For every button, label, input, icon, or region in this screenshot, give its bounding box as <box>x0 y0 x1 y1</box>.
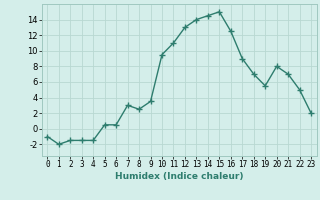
X-axis label: Humidex (Indice chaleur): Humidex (Indice chaleur) <box>115 172 244 181</box>
